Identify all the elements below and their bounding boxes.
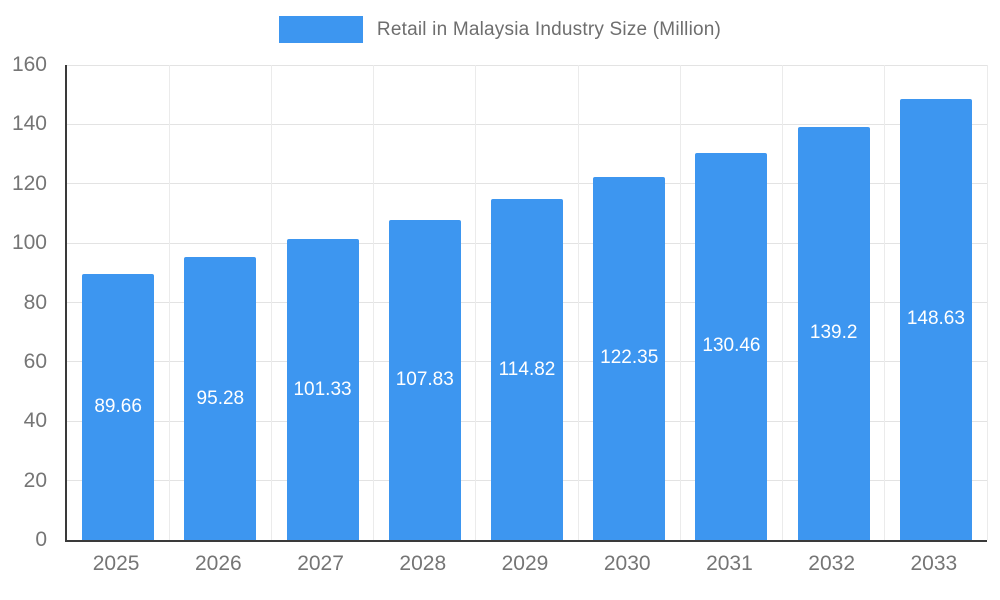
- x-axis-tick-label: 2026: [194, 552, 242, 575]
- vertical-gridline: [884, 65, 886, 540]
- y-axis-tick-label: 140: [11, 112, 47, 136]
- bar-value-label: 101.33: [293, 378, 352, 400]
- bar-value-label: 114.82: [498, 358, 556, 380]
- y-axis-tick-label: 120: [11, 171, 47, 195]
- y-axis-tick-label: 60: [23, 349, 47, 373]
- x-axis-tick-label: 2029: [501, 552, 549, 575]
- y-axis-tick-label: 80: [23, 290, 47, 314]
- x-axis-tick-label: 2031: [706, 552, 753, 575]
- y-axis-tick-label: 100: [11, 231, 47, 255]
- x-axis-tick-label: 2032: [808, 552, 855, 575]
- vertical-gridline: [679, 65, 681, 540]
- bar-2028[interactable]: 107.83: [388, 219, 461, 540]
- bar-2032[interactable]: 139.2: [797, 126, 870, 540]
- bar-value-label: 95.28: [196, 387, 245, 409]
- y-axis-tick-label: 20: [23, 468, 47, 492]
- horizontal-gridline: [67, 123, 987, 125]
- x-axis-tick-label: 2030: [603, 552, 651, 575]
- bar-value-label: 130.46: [702, 335, 761, 357]
- bar-2025[interactable]: 89.66: [82, 273, 155, 540]
- legend: Retail in Malaysia Industry Size (Millio…: [0, 16, 1000, 43]
- bar-value-label: 89.66: [94, 395, 142, 417]
- bar-2033[interactable]: 148.63: [899, 98, 972, 540]
- y-axis-tick-label: 0: [35, 528, 47, 551]
- x-axis-tick-label: 2027: [297, 552, 344, 575]
- vertical-gridline: [168, 65, 170, 540]
- y-axis-labels: 0 20 40 60 80 100 120 140 160: [0, 53, 55, 551]
- bar-2027[interactable]: 101.33: [286, 239, 359, 540]
- horizontal-gridline: [67, 183, 987, 185]
- chart-title: Retail in Malaysia Industry Size (Millio…: [376, 18, 722, 40]
- y-axis-tick-label: 40: [23, 409, 47, 433]
- horizontal-gridline: [67, 64, 987, 66]
- x-axis-labels: 2025 2026 2027 2028 2029 2030 2031 2032 2033: [65, 552, 985, 576]
- x-axis-tick-label: 2033: [910, 552, 958, 575]
- x-axis-tick-label: 2025: [92, 552, 140, 575]
- bar-2029[interactable]: 114.82: [491, 199, 563, 540]
- y-axis-tick-label: 160: [11, 53, 47, 76]
- vertical-gridline: [475, 65, 477, 540]
- x-axis-tick-label: 2028: [399, 552, 447, 575]
- vertical-gridline: [782, 65, 784, 540]
- legend-swatch: [278, 16, 363, 43]
- vertical-gridline: [373, 65, 375, 540]
- vertical-gridline: [577, 65, 579, 540]
- bar-2030[interactable]: 122.35: [593, 176, 666, 540]
- bar-value-label: 139.2: [809, 322, 858, 344]
- bar-2031[interactable]: 130.46: [695, 152, 768, 540]
- bar-value-label: 107.83: [395, 368, 454, 390]
- vertical-gridline: [270, 65, 272, 540]
- bar-2026[interactable]: 95.28: [184, 257, 257, 540]
- vertical-gridline: [986, 65, 988, 540]
- bar-value-label: 122.35: [600, 347, 659, 369]
- bar-value-label: 148.63: [906, 308, 965, 330]
- plot-area: 89.66 95.28 101.33 107.83 114.82 122.35 130.46…: [65, 64, 988, 542]
